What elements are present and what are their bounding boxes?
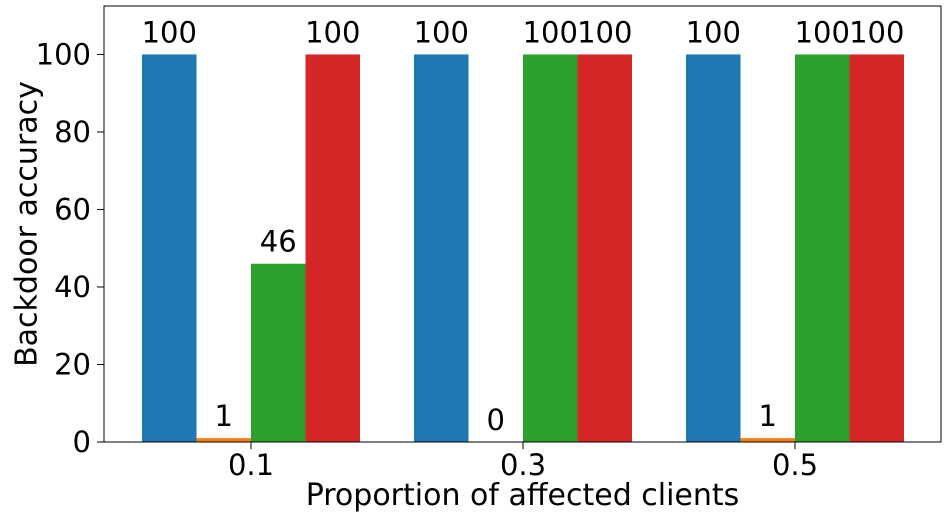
data-label-series4-0.3: 100 [577,15,632,49]
bar-series2-0.1 [196,438,251,442]
x-tick-label: 0.3 [500,448,546,482]
bars-layer [142,54,904,442]
x-axis: 0.1 0.3 0.5 [228,442,818,482]
bar-series4-0.1 [305,54,360,442]
x-tick-label: 0.1 [228,448,274,482]
bar-series1-0.1 [142,54,197,442]
bar-series3-0.1 [251,263,306,442]
bar-series1-0.5 [686,54,741,442]
data-label-series2-0.3: 0 [487,403,505,437]
data-label-series1-0.1: 100 [142,15,197,49]
data-label-series2-0.5: 1 [759,399,777,433]
y-tick-label: 20 [54,347,91,381]
data-label-series1-0.3: 100 [414,15,469,49]
data-label-series3-0.3: 100 [523,15,578,49]
bar-series3-0.5 [795,54,850,442]
data-label-series3-0.5: 100 [795,15,850,49]
y-axis: 0 20 40 60 80 100 [36,37,104,459]
data-label-series4-0.1: 100 [305,15,360,49]
bar-series4-0.3 [577,54,632,442]
bar-series1-0.3 [414,54,469,442]
y-tick-label: 0 [73,425,91,459]
data-label-series1-0.5: 100 [686,15,741,49]
data-label-series2-0.1: 1 [215,399,233,433]
y-axis-label: Backdoor accuracy [10,81,45,367]
x-tick-label: 0.5 [772,448,818,482]
bar-series4-0.5 [849,54,904,442]
x-axis-label: Proportion of affected clients [306,478,740,513]
data-label-series4-0.5: 100 [849,15,904,49]
bar-series3-0.3 [523,54,578,442]
bar-series2-0.5 [740,438,795,442]
data-label-series3-0.1: 46 [260,225,297,259]
y-tick-label: 80 [54,115,91,149]
y-tick-label: 100 [36,37,91,71]
y-tick-label: 40 [54,270,91,304]
y-tick-label: 60 [54,192,91,226]
